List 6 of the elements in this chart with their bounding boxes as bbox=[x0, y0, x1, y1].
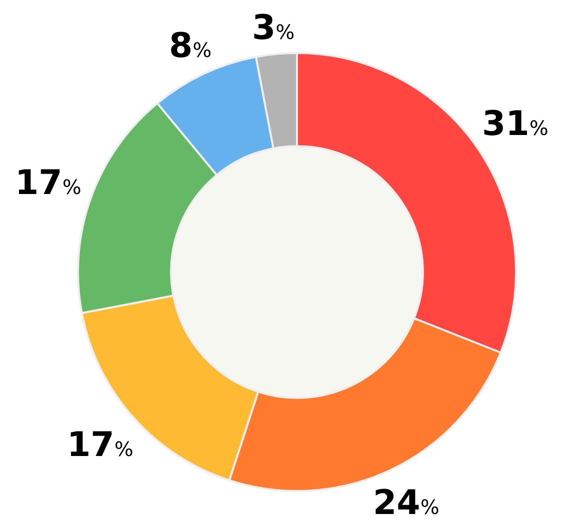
data-label: 17% bbox=[67, 425, 134, 465]
data-label: 3% bbox=[252, 8, 295, 48]
data-label: 17% bbox=[15, 163, 82, 203]
data-label: 24% bbox=[373, 483, 440, 523]
data-label: 31% bbox=[482, 104, 548, 144]
data-label: 8% bbox=[169, 26, 212, 66]
